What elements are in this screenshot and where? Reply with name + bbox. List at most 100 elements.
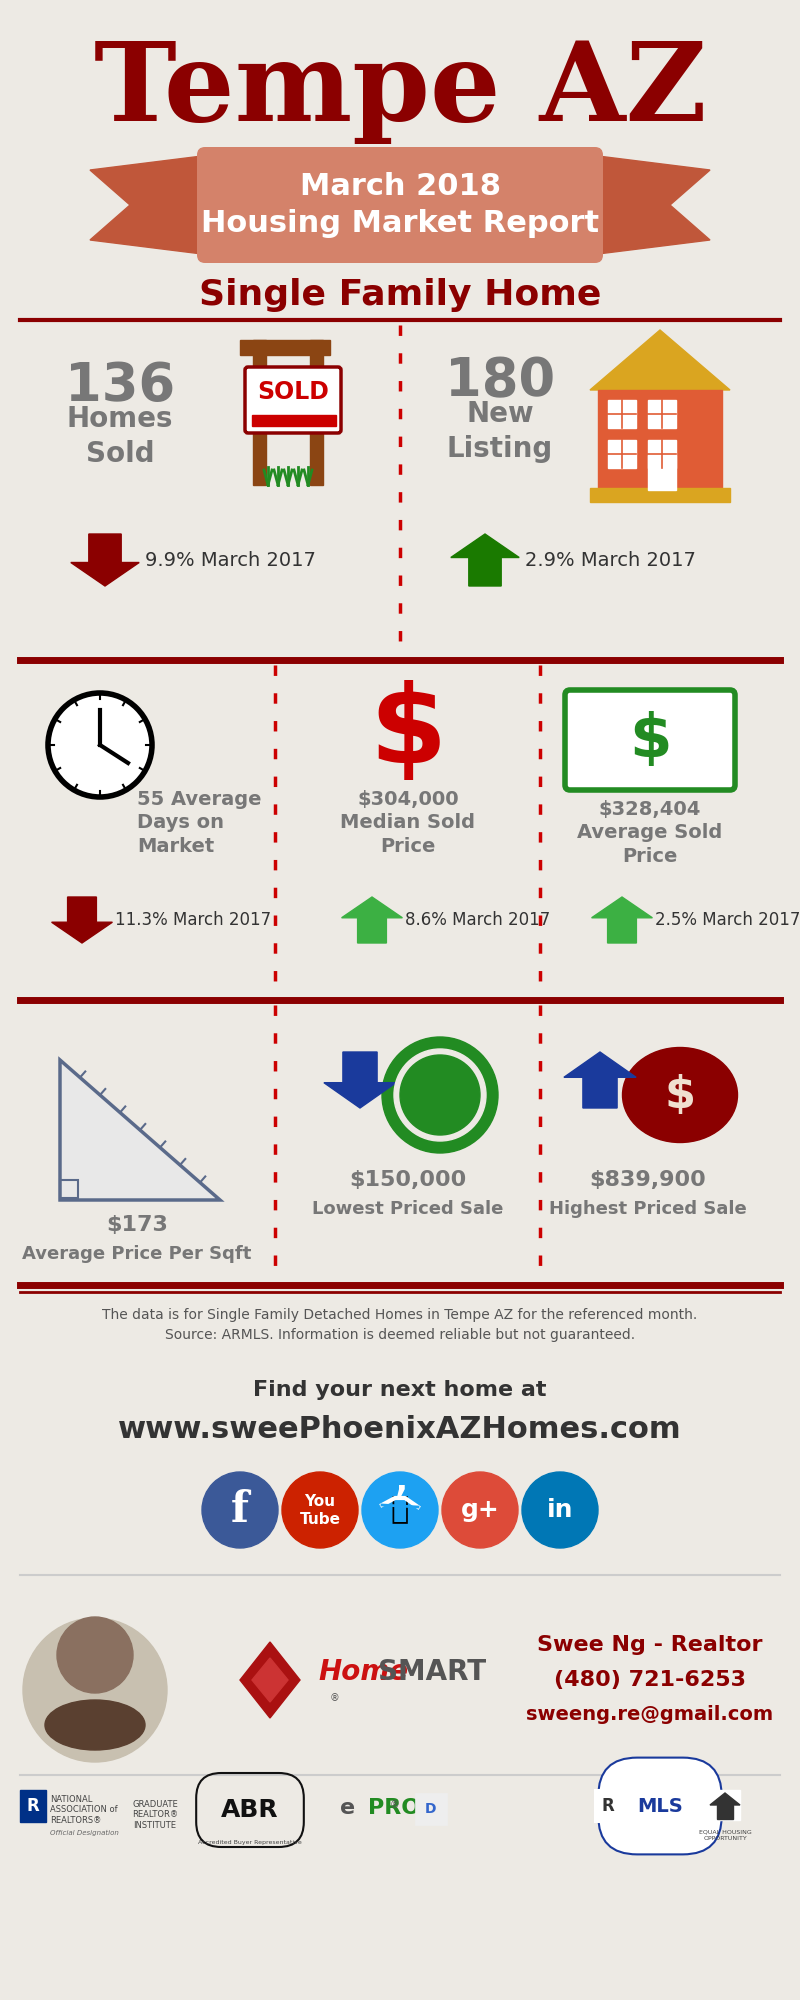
Text: $: $ (629, 710, 671, 770)
Text: GRADUATE
REALTOR®
INSTITUTE: GRADUATE REALTOR® INSTITUTE (132, 1800, 178, 1830)
Bar (710, 1790, 740, 1820)
Circle shape (522, 1472, 598, 1548)
Text: in: in (546, 1498, 574, 1522)
Circle shape (48, 694, 152, 796)
Text: Accredited Buyer Representative: Accredited Buyer Representative (198, 1840, 302, 1844)
FancyBboxPatch shape (565, 690, 735, 790)
Text: ABR: ABR (221, 1798, 279, 1822)
Text: f: f (231, 1488, 249, 1532)
Text: The data is for Single Family Detached Homes in Tempe AZ for the referenced mont: The data is for Single Family Detached H… (102, 1308, 698, 1342)
FancyBboxPatch shape (245, 368, 341, 434)
Text: You: You (305, 1494, 335, 1510)
Text: 11.3% March 2017: 11.3% March 2017 (115, 912, 271, 928)
Text: Average Price Per Sqft: Average Price Per Sqft (22, 1244, 252, 1264)
Polygon shape (564, 1052, 636, 1108)
Polygon shape (70, 534, 139, 586)
Circle shape (400, 1056, 480, 1136)
Text: 2.9% March 2017: 2.9% March 2017 (525, 550, 696, 570)
Text: Lowest Priced Sale: Lowest Priced Sale (312, 1200, 504, 1218)
Text: Tube: Tube (299, 1512, 341, 1528)
Text: New
Listing: New Listing (447, 400, 553, 462)
Circle shape (282, 1472, 358, 1548)
Polygon shape (592, 896, 653, 944)
Text: $: $ (427, 1078, 453, 1112)
Text: 8.6% March 2017: 8.6% March 2017 (405, 912, 550, 928)
Text: R: R (602, 1796, 614, 1816)
Bar (608, 400, 636, 428)
Bar (20, 1790, 46, 1822)
Polygon shape (51, 896, 112, 944)
Bar (590, 488, 730, 502)
Circle shape (202, 1472, 278, 1548)
Bar (60, 1180, 78, 1198)
Text: ®: ® (330, 1692, 340, 1704)
Bar (717, 1804, 733, 1820)
Ellipse shape (45, 1700, 145, 1750)
Polygon shape (60, 1060, 220, 1200)
Text: 180: 180 (445, 356, 555, 408)
Polygon shape (710, 1792, 740, 1804)
Polygon shape (324, 1052, 396, 1108)
Polygon shape (252, 1658, 288, 1702)
Circle shape (394, 1048, 486, 1140)
Text: PRO: PRO (368, 1798, 420, 1818)
Text: sweeng.re@gmail.com: sweeng.re@gmail.com (526, 1706, 774, 1724)
Polygon shape (451, 534, 519, 586)
Text: www.sweePhoenixAZHomes.com: www.sweePhoenixAZHomes.com (118, 1416, 682, 1444)
Bar (415, 1792, 447, 1824)
Text: EQUAL HOUSING
OPPORTUNITY: EQUAL HOUSING OPPORTUNITY (698, 1830, 751, 1840)
Text: 136: 136 (65, 360, 175, 412)
Bar (648, 400, 676, 428)
Bar (310, 340, 323, 484)
Text: ®: ® (390, 1800, 400, 1810)
Text: Homes
Sold: Homes Sold (66, 404, 174, 468)
Text: Find your next home at: Find your next home at (254, 1380, 546, 1400)
Text: D: D (426, 1802, 437, 1816)
Text: 2.5% March 2017: 2.5% March 2017 (655, 912, 800, 928)
Text: 55 Average
Days on
Market: 55 Average Days on Market (137, 790, 262, 856)
Text: Highest Priced Sale: Highest Priced Sale (549, 1200, 747, 1218)
Bar (252, 416, 336, 426)
Text: Home: Home (318, 1658, 408, 1686)
Polygon shape (590, 330, 730, 390)
Text: $150,000: $150,000 (350, 1170, 466, 1190)
Bar (240, 340, 330, 356)
Circle shape (57, 1616, 133, 1692)
Text: MLS: MLS (637, 1796, 683, 1816)
Bar (608, 440, 636, 468)
Circle shape (23, 1618, 167, 1762)
Text: R: R (26, 1796, 39, 1816)
Text: (480) 721-6253: (480) 721-6253 (554, 1670, 746, 1690)
Text: 9.9% March 2017: 9.9% March 2017 (145, 550, 316, 570)
Text: Tempe AZ: Tempe AZ (94, 36, 706, 144)
Text: Swee Ng - Realtor: Swee Ng - Realtor (538, 1636, 762, 1656)
Text: NATIONAL
ASSOCIATION of
REALTORS®: NATIONAL ASSOCIATION of REALTORS® (50, 1796, 118, 1824)
Text: $: $ (370, 680, 446, 786)
Text: Single Family Home: Single Family Home (199, 278, 601, 312)
Bar (648, 440, 676, 468)
Polygon shape (90, 156, 210, 254)
Text: ’: ’ (391, 1484, 409, 1536)
Text: e: e (340, 1798, 355, 1818)
Text: March 2018
Housing Market Report: March 2018 Housing Market Report (201, 172, 599, 238)
Text: $839,900: $839,900 (590, 1170, 706, 1190)
Ellipse shape (622, 1048, 738, 1142)
Text: $328,404
Average Sold
Price: $328,404 Average Sold Price (578, 800, 722, 866)
Bar (648, 456, 676, 490)
Polygon shape (590, 156, 710, 254)
Text: 🐦: 🐦 (391, 1496, 409, 1524)
Bar (595, 1790, 621, 1822)
Circle shape (362, 1472, 438, 1548)
Text: Official Designation: Official Designation (50, 1830, 119, 1836)
Text: g+: g+ (461, 1498, 499, 1522)
Bar (253, 340, 266, 484)
Text: SOLD: SOLD (257, 380, 329, 404)
Polygon shape (342, 896, 402, 944)
Circle shape (382, 1036, 498, 1152)
Text: $: $ (665, 1074, 695, 1116)
Circle shape (442, 1472, 518, 1548)
Text: $173: $173 (106, 1214, 168, 1234)
Polygon shape (240, 1642, 300, 1718)
Bar (598, 390, 722, 490)
FancyBboxPatch shape (197, 148, 603, 262)
